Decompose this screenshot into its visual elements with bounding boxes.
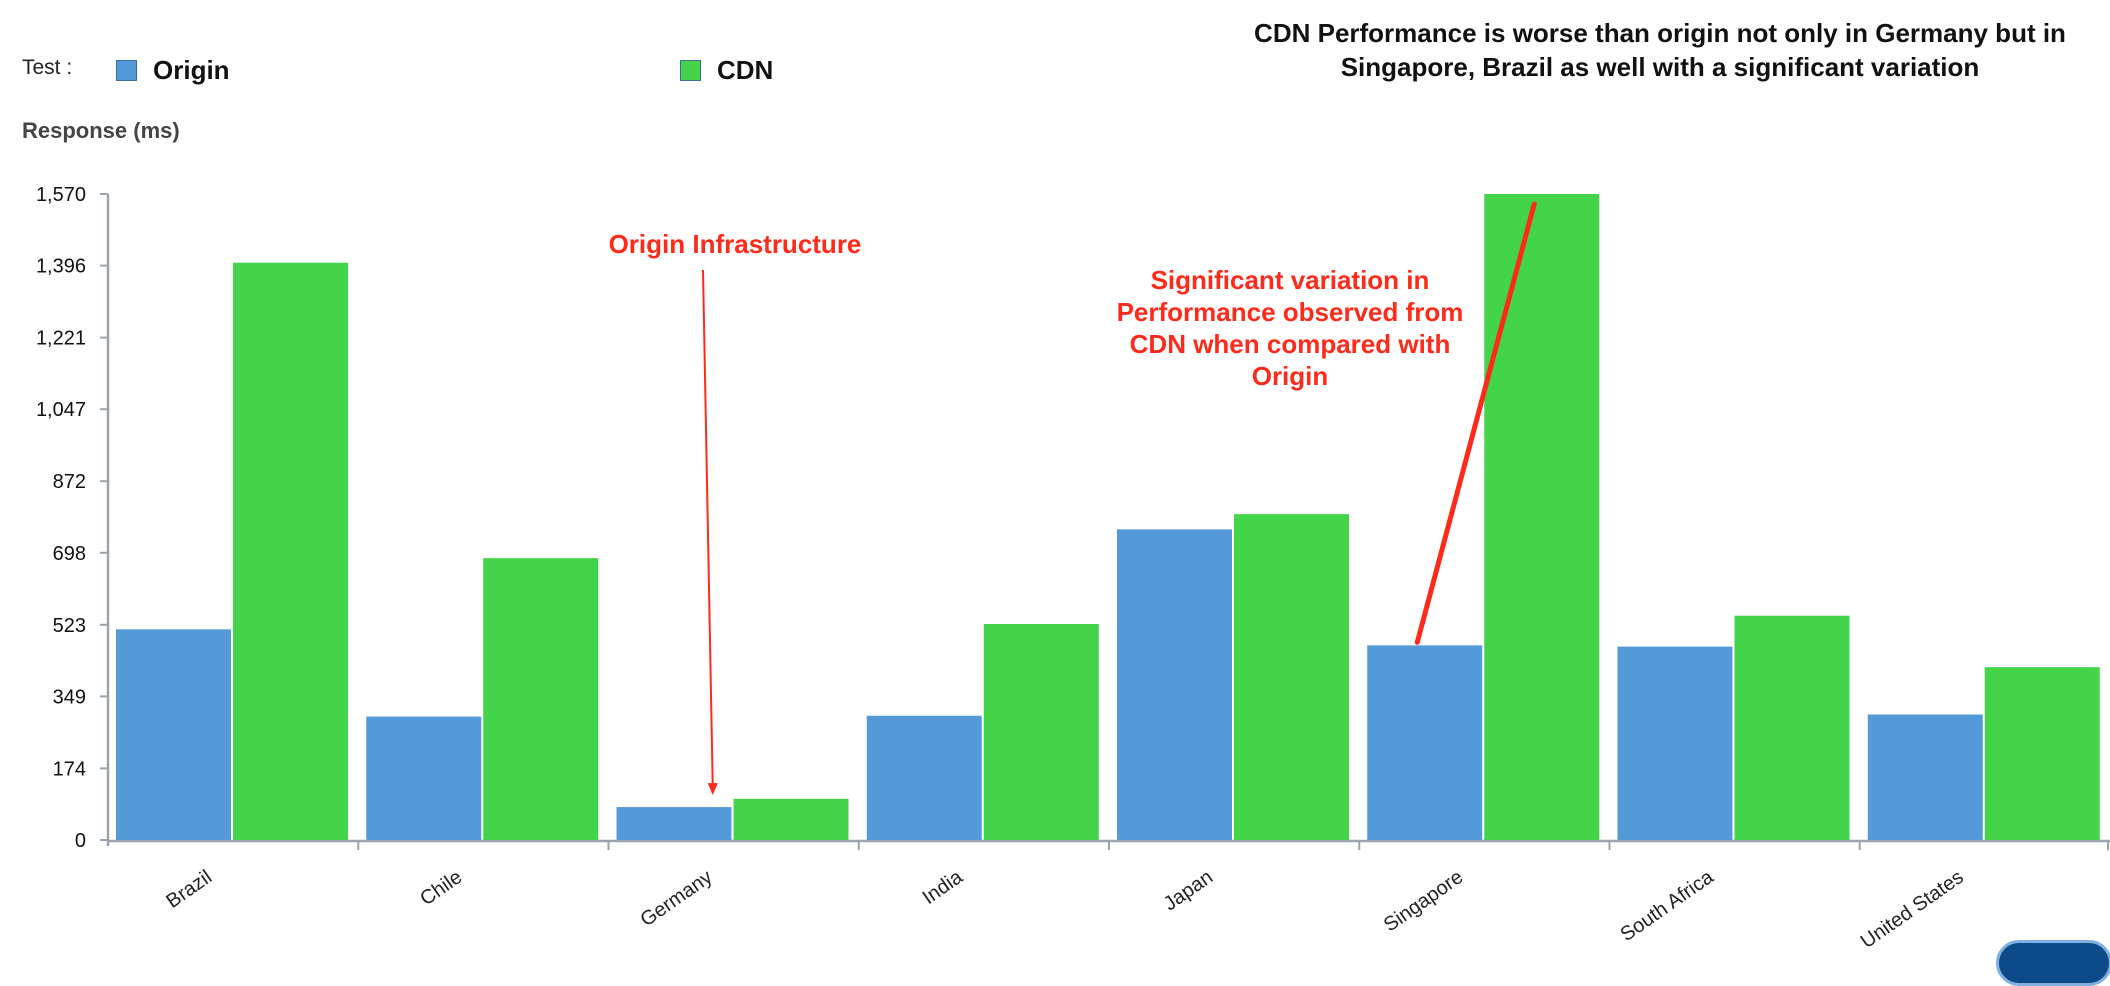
y-tick-label: 1,396: [36, 256, 86, 278]
bar-cdn: [1234, 514, 1349, 840]
bar-cdn: [233, 262, 348, 840]
bar-origin: [116, 629, 231, 840]
y-tick-label: 0: [75, 830, 86, 852]
bar-cdn: [983, 623, 1099, 840]
y-tick-label: 1,221: [36, 328, 86, 350]
y-tick-label: 872: [53, 471, 86, 493]
legend-swatch-origin: [116, 60, 137, 81]
bar-origin: [1367, 645, 1483, 840]
bar-origin: [366, 716, 482, 840]
annotation-origin-infrastructure: Origin Infrastructure: [608, 229, 862, 259]
bar-cdn: [1734, 615, 1850, 840]
arrow-line-variation: [1414, 201, 1537, 645]
x-tick-label: Japan: [1160, 866, 1217, 915]
bar-origin: [1617, 646, 1733, 840]
bar-cdn: [483, 558, 599, 840]
bar-cdn: [733, 798, 849, 840]
x-tick-label: Singapore: [1380, 866, 1467, 936]
legend-swatch-cdn: [680, 60, 701, 81]
x-tick-label: India: [919, 866, 968, 909]
bar-origin: [866, 715, 982, 840]
corner-widget[interactable]: [1996, 940, 2110, 986]
y-tick-label: 174: [53, 758, 86, 780]
arrow-head-origin: [707, 783, 718, 796]
annotation-significant-variation: Significant variation in Performance obs…: [1116, 265, 1464, 391]
arrow-line-origin: [702, 269, 714, 788]
x-tick-label: South Africa: [1617, 866, 1719, 946]
y-tick-label: 523: [53, 615, 86, 637]
bar-cdn: [1484, 194, 1600, 840]
headline-note: CDN Performance is worse than origin not…: [1254, 18, 2066, 82]
legend-item-cdn[interactable]: CDN: [680, 55, 773, 86]
y-tick-label: 698: [53, 543, 86, 565]
bar-origin: [1117, 529, 1232, 840]
legend-text-cdn: CDN: [717, 55, 774, 85]
bar-origin: [616, 807, 732, 840]
x-tick-label: Brazil: [162, 866, 216, 913]
legend-label: Test :: [22, 56, 73, 79]
y-tick-label: 349: [53, 686, 86, 708]
legend-text-origin: Origin: [153, 55, 230, 85]
y-tick-label: 1,570: [36, 184, 86, 206]
y-tick-label: 1,047: [36, 399, 86, 421]
bar-cdn: [1984, 667, 2100, 840]
x-tick-label: Chile: [416, 866, 466, 910]
x-tick-label: Germany: [636, 866, 716, 931]
legend-item-origin[interactable]: Origin: [116, 55, 230, 86]
x-tick-label: United States: [1857, 866, 1968, 952]
bar-chart: 0 174 349 523 698 872 1,047 1,221 1,396 1,570 Braz…: [36, 184, 2110, 952]
y-axis-label: Response (ms): [22, 118, 180, 143]
bar-origin: [1867, 714, 1983, 840]
